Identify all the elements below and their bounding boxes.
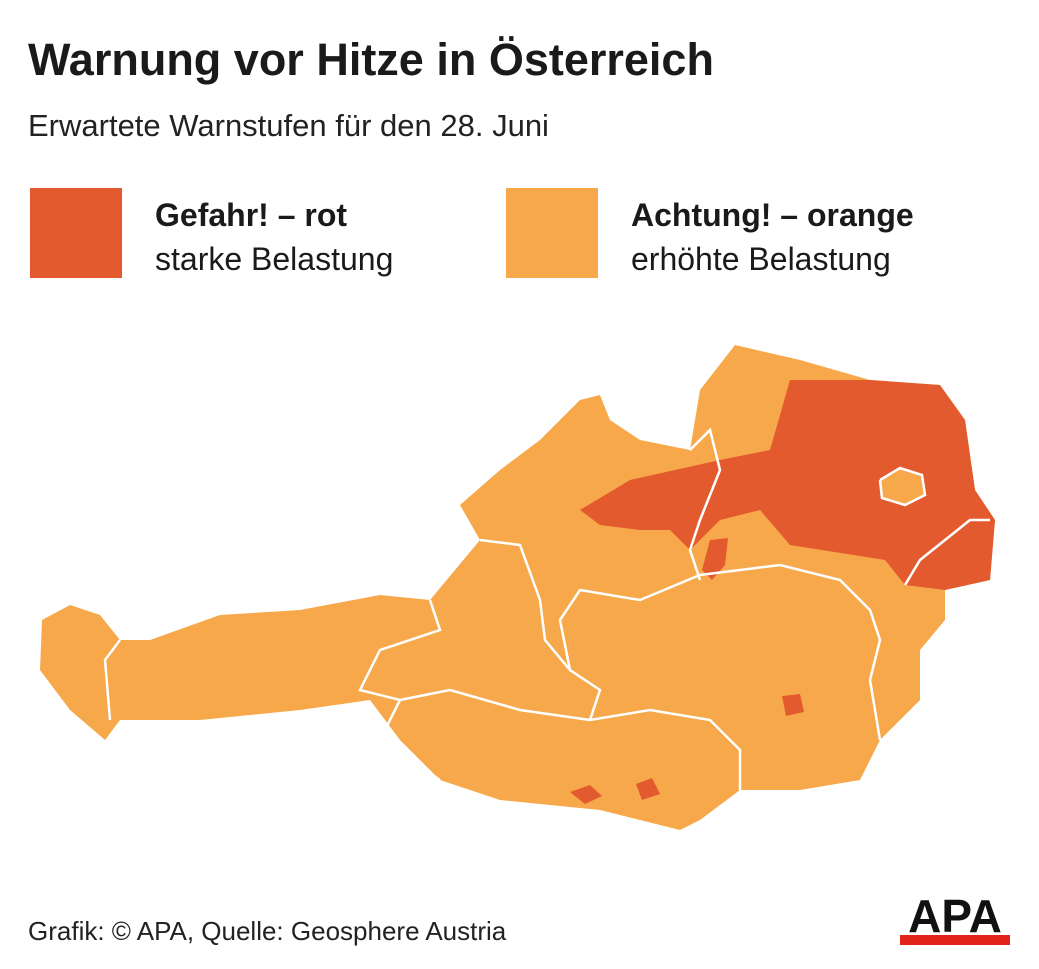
legend-swatch (506, 188, 598, 278)
legend-description: starke Belastung (155, 241, 394, 277)
legend-entry: Achtung! – orange erhöhte Belastung (631, 193, 914, 281)
credit: Grafik: © APA, Quelle: Geosphere Austria (28, 916, 507, 946)
title: Warnung vor Hitze in Österreich (28, 34, 714, 85)
region-orange (880, 468, 925, 505)
borders (103, 427, 990, 790)
legend-entry: Gefahr! – rot starke Belastung (155, 193, 393, 281)
region-red (636, 778, 660, 800)
region-red (782, 694, 804, 716)
legend-label: Gefahr! – rot (155, 197, 348, 233)
region-red (570, 785, 602, 804)
legend-swatch (30, 188, 122, 278)
region-red (702, 538, 728, 580)
legend-label: Achtung! – orange (631, 197, 914, 233)
subtitle: Erwartete Warnstufen für den 28. Juni (28, 108, 549, 143)
region-red (580, 380, 995, 590)
legend-description: erhöhte Belastung (631, 241, 891, 277)
